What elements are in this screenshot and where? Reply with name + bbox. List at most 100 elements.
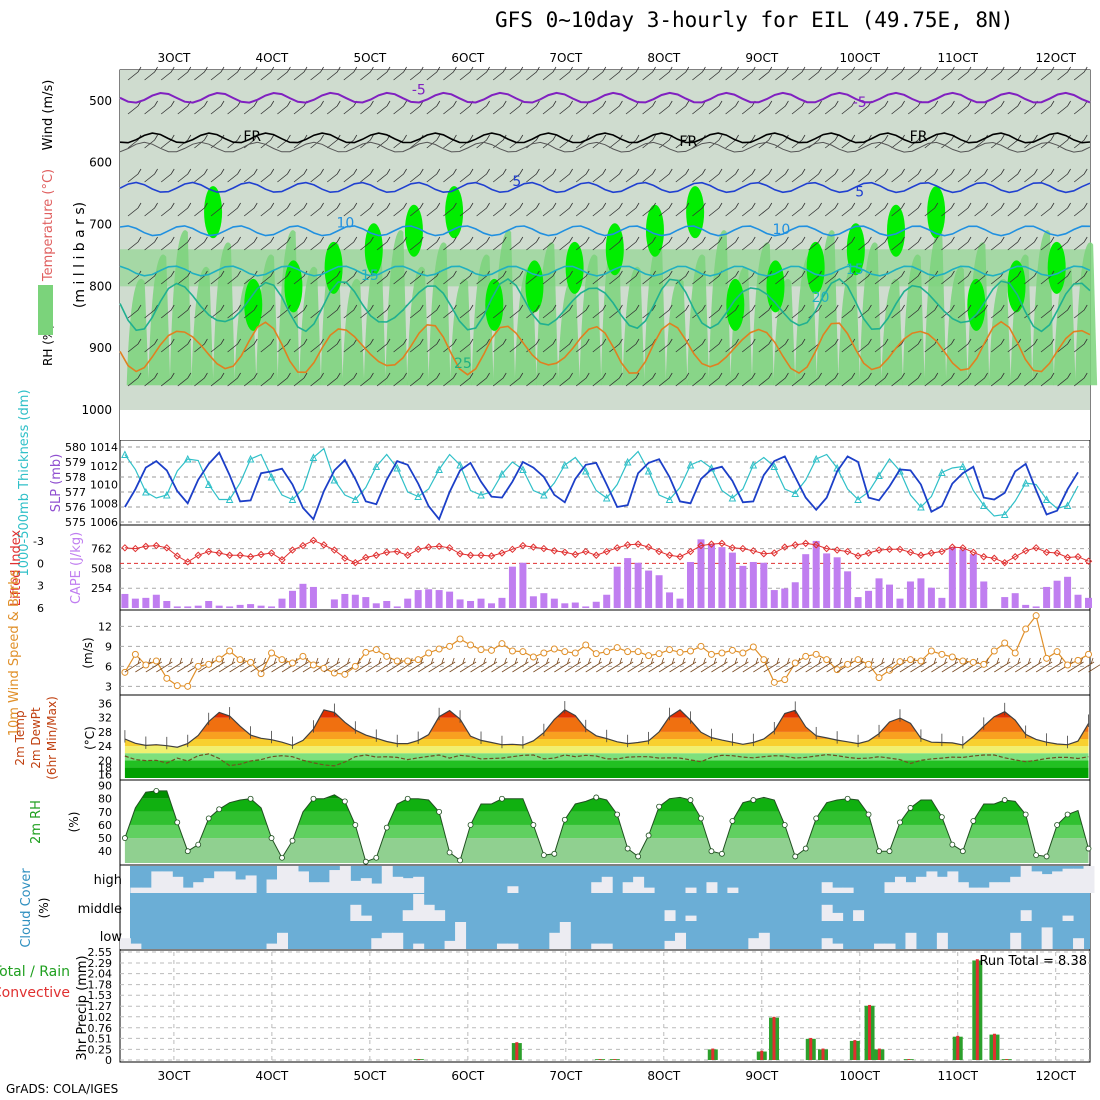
wind-barb bbox=[725, 66, 739, 81]
li-point bbox=[288, 546, 297, 554]
wind-barb bbox=[509, 134, 524, 149]
wind-barb bbox=[1073, 66, 1088, 81]
li-point bbox=[351, 558, 360, 567]
wind-point bbox=[435, 645, 443, 653]
wind-barb bbox=[293, 372, 308, 387]
wind-barb bbox=[990, 236, 1005, 251]
wind-barb bbox=[1057, 270, 1071, 285]
wind-barb-10m bbox=[658, 657, 676, 673]
li-point bbox=[1032, 544, 1040, 552]
rh-max-blob bbox=[887, 204, 905, 257]
wind-barb bbox=[509, 66, 524, 81]
rh-point bbox=[970, 818, 977, 824]
wind-barb bbox=[575, 236, 590, 251]
wind-barb bbox=[293, 168, 308, 183]
wind-barb bbox=[443, 372, 457, 387]
wind-barb bbox=[575, 270, 590, 285]
li-point bbox=[393, 547, 401, 556]
cape-bar bbox=[278, 598, 286, 608]
wind-barb bbox=[924, 100, 939, 115]
wind-barb bbox=[609, 66, 623, 81]
cape-bar bbox=[215, 605, 223, 608]
cape-bar bbox=[718, 547, 726, 608]
wind-point bbox=[812, 650, 820, 658]
cape-bar bbox=[854, 597, 862, 608]
cloud-cell-high bbox=[999, 882, 1011, 893]
wind-barb-10m bbox=[1077, 657, 1095, 673]
wind-barb-10m bbox=[637, 657, 655, 673]
wind-barb bbox=[1024, 66, 1038, 81]
wind-barb bbox=[559, 168, 573, 183]
wind-barb bbox=[642, 304, 656, 319]
wind-barb bbox=[808, 236, 822, 251]
li-point bbox=[320, 541, 328, 549]
cape-bar bbox=[173, 606, 181, 608]
thickness-point bbox=[1021, 478, 1030, 487]
wind-barb bbox=[907, 372, 922, 387]
wind-barb bbox=[891, 168, 905, 183]
rh-max-blob bbox=[927, 186, 946, 239]
rh-point bbox=[687, 797, 694, 803]
x-tick-bottom-3: 6OCT bbox=[451, 1069, 484, 1083]
wind-point bbox=[1011, 649, 1019, 657]
wind-barb bbox=[758, 168, 773, 183]
thickness-point bbox=[519, 465, 527, 473]
rh-point bbox=[1064, 811, 1071, 818]
cloud-cell-low bbox=[496, 943, 508, 949]
cloud-cell-low bbox=[1041, 927, 1053, 949]
wind-barb bbox=[127, 202, 142, 217]
wind-barb bbox=[609, 372, 623, 387]
wind-barb bbox=[990, 134, 1005, 149]
x-tick-top-1: 4OCT bbox=[255, 51, 288, 65]
thickness-point bbox=[435, 465, 443, 473]
li-point bbox=[173, 552, 181, 560]
wind-point bbox=[875, 674, 883, 682]
temp-band-0 bbox=[124, 767, 1089, 778]
cloud-ylabel: Cloud Cover bbox=[19, 868, 34, 948]
wind-barb bbox=[144, 372, 158, 387]
wind-barb bbox=[808, 202, 822, 217]
wind-barb bbox=[526, 168, 540, 183]
wind-barb bbox=[343, 66, 358, 81]
wind-barb bbox=[1040, 236, 1055, 251]
thickness-point bbox=[686, 460, 695, 469]
wind-barb-10m bbox=[868, 657, 885, 673]
wind-barb bbox=[426, 100, 441, 115]
wind-barb bbox=[791, 100, 806, 115]
cape-bar bbox=[749, 561, 757, 608]
wind-barb bbox=[791, 202, 806, 217]
cape-bar bbox=[571, 602, 579, 608]
ua-y-tick-1: 600 bbox=[89, 156, 112, 170]
wind-barb bbox=[1057, 168, 1071, 183]
wind-point bbox=[362, 648, 370, 656]
li-point bbox=[550, 547, 559, 555]
wind-barb bbox=[592, 168, 607, 183]
wind-barb bbox=[310, 372, 324, 387]
wind-barb bbox=[725, 236, 739, 251]
li-point bbox=[487, 552, 496, 560]
precip-conv-bar bbox=[956, 1035, 960, 1060]
cloud-cell-low bbox=[1073, 938, 1085, 949]
wind-barb bbox=[658, 304, 673, 319]
precip-conv-bar bbox=[821, 1048, 825, 1060]
wind-barb-10m bbox=[585, 657, 602, 673]
li-point bbox=[623, 541, 632, 549]
wind-barb bbox=[277, 100, 291, 115]
wind-barb bbox=[127, 100, 142, 115]
wind-barb bbox=[293, 304, 308, 319]
li-point bbox=[885, 545, 894, 554]
cape-bar bbox=[938, 597, 946, 608]
wind-barb bbox=[791, 304, 806, 319]
wind-barb bbox=[326, 134, 341, 149]
wind-barb bbox=[476, 372, 490, 387]
rh-point bbox=[561, 816, 568, 823]
wind-barb-10m bbox=[1014, 657, 1032, 673]
cape-y-tick-1: 508 bbox=[91, 562, 112, 575]
wind-barb bbox=[177, 338, 192, 353]
rh-point bbox=[886, 848, 893, 855]
cape-bar bbox=[1053, 580, 1061, 608]
wind-barb bbox=[492, 202, 507, 217]
cape-bar bbox=[1011, 593, 1019, 608]
rh-max-blob bbox=[1047, 241, 1066, 294]
wind-barb bbox=[177, 168, 192, 183]
